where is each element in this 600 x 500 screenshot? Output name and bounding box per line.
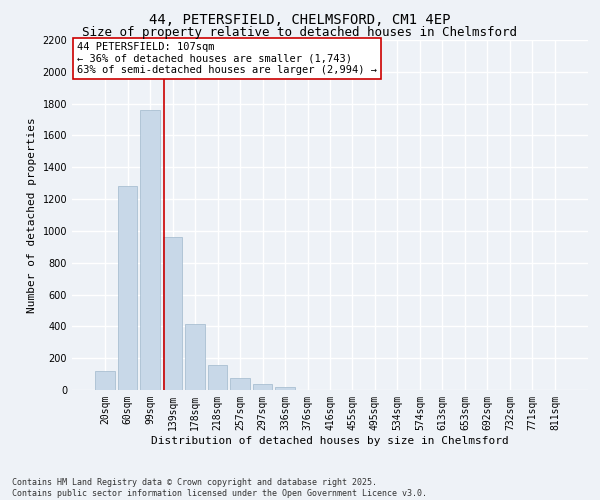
Bar	[253, 384, 272, 390]
Bar	[118, 186, 137, 390]
Bar	[95, 371, 115, 390]
Bar	[163, 238, 182, 390]
Bar	[230, 378, 250, 390]
Text: 44, PETERSFIELD, CHELMSFORD, CM1 4EP: 44, PETERSFIELD, CHELMSFORD, CM1 4EP	[149, 12, 451, 26]
Bar	[208, 366, 227, 390]
Bar	[275, 387, 295, 390]
X-axis label: Distribution of detached houses by size in Chelmsford: Distribution of detached houses by size …	[151, 436, 509, 446]
Y-axis label: Number of detached properties: Number of detached properties	[27, 117, 37, 313]
Text: Contains HM Land Registry data © Crown copyright and database right 2025.
Contai: Contains HM Land Registry data © Crown c…	[12, 478, 427, 498]
Text: Size of property relative to detached houses in Chelmsford: Size of property relative to detached ho…	[83, 26, 517, 39]
Bar	[140, 110, 160, 390]
Bar	[185, 324, 205, 390]
Text: 44 PETERSFIELD: 107sqm
← 36% of detached houses are smaller (1,743)
63% of semi-: 44 PETERSFIELD: 107sqm ← 36% of detached…	[77, 42, 377, 75]
